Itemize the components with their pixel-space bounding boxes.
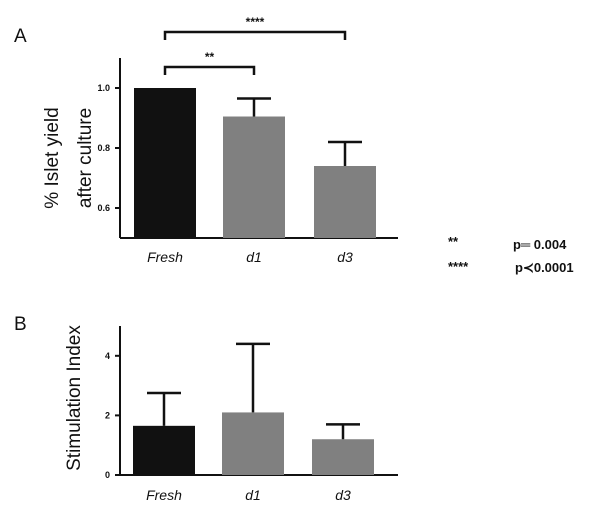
legend-pvalue-2: p≺0.0001 [515,260,574,275]
panel-b-y-tick-label: 2 [105,410,110,420]
panel-a-bar-fresh [134,88,196,238]
panel-a-y-tick-label: 0.6 [97,203,110,213]
panel-b-category-label-d3: d3 [335,487,351,503]
panel-a-category-label-d1: d1 [246,249,262,265]
panel-a-bars: Fresh d1 d3 [134,88,376,265]
panel-a-category-label-fresh: Fresh [147,249,183,265]
panel-letter-a: A [14,26,27,47]
significance-bracket [163,30,347,40]
panel-b-bars: Fresh d1 d3 [133,342,374,503]
legend-pvalue-1: p═ 0.004 [513,237,567,252]
panel-a-y-tick-label: 0.8 [97,143,110,153]
panel-a-p-value-legend: ** p═ 0.004 **** p≺0.0001 [448,234,574,275]
panel-b-y-axis-label: Stimulation Index [64,325,85,471]
panel-a-bar-d3 [314,166,376,238]
panel-letter-b: B [14,314,27,335]
panel-b-bar-d1 [222,412,284,475]
significance-label: ** [205,50,215,64]
panel-b-y-tick-label: 0 [105,470,110,480]
legend-stars-2: **** [448,259,469,274]
significance-bracket [163,65,256,75]
panel-a-y-axis-label-line-1: % Islet yield [42,107,63,208]
panel-b-category-label-fresh: Fresh [146,487,182,503]
panel-b-bar-d3 [312,439,374,475]
panel-b-y-tick-label: 4 [105,351,110,361]
panel-b-category-label-d1: d1 [245,487,261,503]
panel-a-y-tick-label: 1.0 [97,83,110,93]
significance-label: **** [246,15,265,29]
legend-stars-1: ** [448,234,459,249]
panel-a-y-axis-label: % Islet yield after culture [42,107,96,208]
panel-a: A % Islet yield after culture 0.60.81.0 … [14,15,574,275]
panel-b: B Stimulation Index 0 2 4 Fresh d1 d3 [14,314,398,503]
panel-a-significance: ****** [163,15,347,75]
panel-a-y-axis-label-line-2: after culture [75,108,96,208]
panel-a-bar-d1 [223,116,285,238]
panel-a-category-label-d3: d3 [337,249,353,265]
panel-b-bar-fresh [133,425,195,475]
